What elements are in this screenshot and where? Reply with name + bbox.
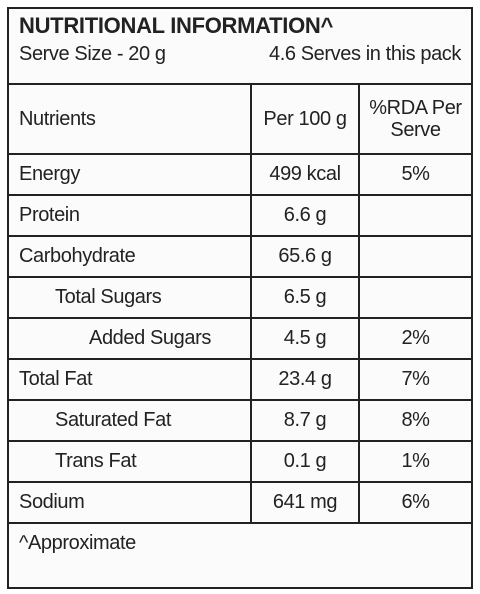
header: NUTRITIONAL INFORMATION^ Serve Size - 20… — [9, 9, 471, 85]
nutrient: Saturated Fat — [9, 399, 252, 442]
per-100g: 0.1 g — [250, 440, 360, 483]
row: Total Fat 23.4 g 7% — [9, 358, 471, 401]
nutrient: Added Sugars — [9, 317, 252, 360]
row: Saturated Fat 8.7 g 8% — [9, 399, 471, 442]
serves: 4.6 Serves in this pack — [268, 43, 461, 65]
row: Protein 6.6 g — [9, 194, 471, 237]
nutrient: Energy — [9, 153, 252, 196]
nutrient: Total Fat — [9, 358, 252, 401]
rda: 8% — [358, 399, 471, 442]
nutrient: Trans Fat — [9, 440, 252, 483]
per-100g: 4.5 g — [250, 317, 360, 360]
per-100g: 23.4 g — [250, 358, 360, 401]
per-100g: 6.5 g — [250, 276, 360, 319]
per-100g: 641 mg — [250, 481, 360, 524]
rda: 1% — [358, 440, 471, 483]
nutrient: Carbohydrate — [9, 235, 252, 278]
rda — [358, 194, 471, 237]
per-100g: 8.7 g — [250, 399, 360, 442]
column-header: Per 100 g — [250, 85, 360, 155]
rda — [358, 235, 471, 278]
nutrition-table: Nutrients Per 100 g %RDA Per Serve Energ… — [9, 85, 471, 524]
row: Added Sugars 4.5 g 2% — [9, 317, 471, 360]
column-header: %RDA Per Serve — [358, 85, 471, 155]
rda: 6% — [358, 481, 471, 524]
rda: 5% — [358, 153, 471, 196]
per-100g: 6.6 g — [250, 194, 360, 237]
nutrient: Protein — [9, 194, 252, 237]
rda: 7% — [358, 358, 471, 401]
row: Trans Fat 0.1 g 1% — [9, 440, 471, 483]
row: Carbohydrate 65.6 g — [9, 235, 471, 278]
header-row: Nutrients Per 100 g %RDA Per Serve — [9, 85, 471, 155]
column-header: Nutrients — [9, 85, 252, 155]
serve-size: Serve Size - 20 g — [19, 43, 166, 65]
row: Energy 499 kcal 5% — [9, 153, 471, 196]
nutrient: Total Sugars — [9, 276, 252, 319]
row: Sodium 641 mg 6% — [9, 481, 471, 524]
row: Total Sugars 6.5 g — [9, 276, 471, 319]
footnote: ^Approximate — [19, 532, 136, 554]
nutrient: Sodium — [9, 481, 252, 524]
serve-line: Serve Size - 20 g 4.6 Serves in this pac… — [19, 43, 461, 66]
per-100g: 65.6 g — [250, 235, 360, 278]
rda: 2% — [358, 317, 471, 360]
per-100g: 499 kcal — [250, 153, 360, 196]
nutrition-panel: NUTRITIONAL INFORMATION^ Serve Size - 20… — [7, 7, 473, 589]
title: NUTRITIONAL INFORMATION^ — [19, 13, 334, 38]
rda — [358, 276, 471, 319]
